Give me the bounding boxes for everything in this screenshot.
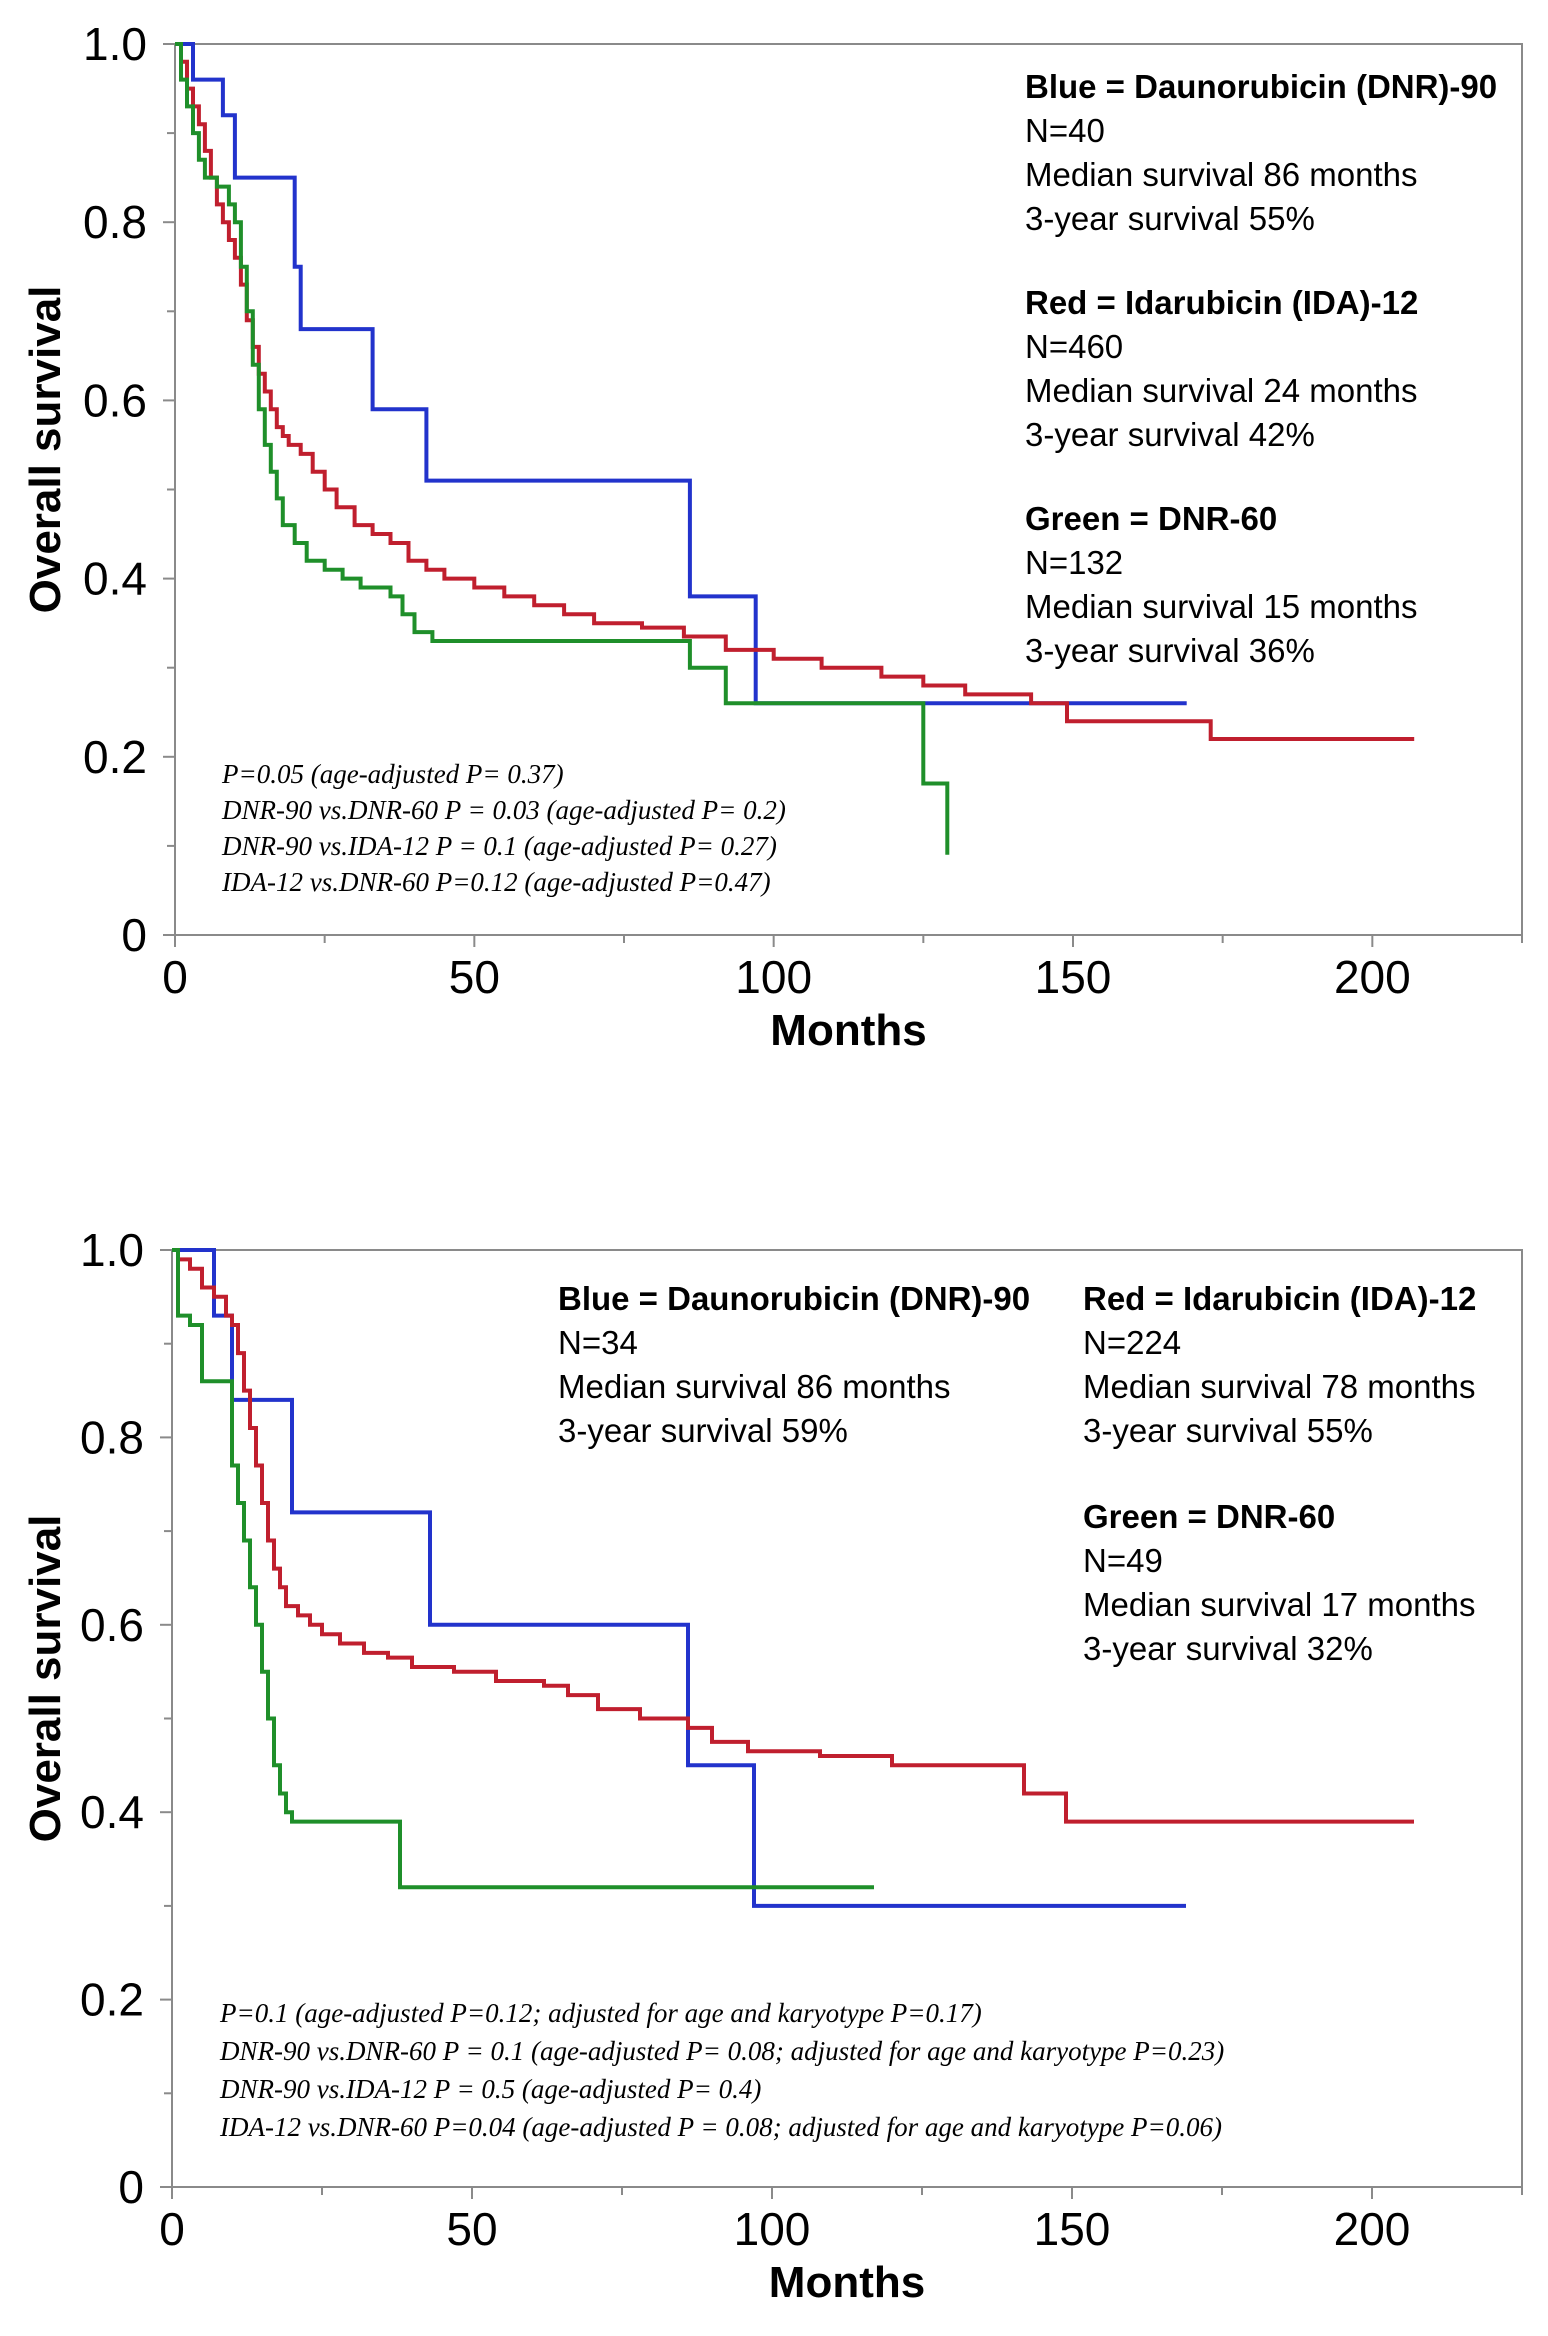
legend-line: N=460: [1025, 328, 1123, 365]
legend-line: Median survival 15 months: [1025, 588, 1418, 625]
y-tick-label: 0.6: [83, 374, 147, 426]
legend-line: 3-year survival 42%: [1025, 416, 1315, 453]
legend-line: N=34: [558, 1324, 638, 1361]
x-tick-label: 200: [1334, 951, 1411, 1003]
survival-curve-3: [172, 1248, 874, 1890]
x-tick-label: 50: [446, 2203, 497, 2255]
x-tick-label: 0: [162, 951, 188, 1003]
survival-curve-2: [175, 42, 1415, 741]
p-value-note: DNR-90 vs.DNR-60 P = 0.03 (age-adjusted …: [221, 795, 786, 825]
x-tick-label: 150: [1034, 2203, 1111, 2255]
y-tick-label: 1.0: [83, 18, 147, 70]
x-tick-label: 200: [1334, 2203, 1411, 2255]
legend-line: 3-year survival 32%: [1083, 1630, 1373, 1667]
legend-line: N=49: [1083, 1542, 1163, 1579]
legend-line: N=132: [1025, 544, 1123, 581]
y-tick-label: 0.8: [80, 1411, 144, 1463]
legend-line: N=40: [1025, 112, 1105, 149]
y-axis-title: Overall survival: [21, 1515, 70, 1843]
chart-1: 0 50 100 150 200 0 0.2 0.4 0.6 0.8 1.0 Months Overal…: [21, 18, 1523, 1055]
survival-curve-1: [172, 1248, 1186, 1908]
y-tick-label: 0: [118, 2161, 144, 2213]
p-value-note: DNR-90 vs.IDA-12 P = 0.5 (age-adjusted P…: [219, 2074, 761, 2104]
legend-line: Median survival 17 months: [1083, 1586, 1476, 1623]
y-tick-label: 0.2: [83, 731, 147, 783]
y-tick-label: 0.4: [83, 553, 147, 605]
survival-curve-3: [175, 42, 950, 855]
x-tick-label: 0: [159, 2203, 185, 2255]
legend-line: 3-year survival 36%: [1025, 632, 1315, 669]
legend-line: 3-year survival 55%: [1025, 200, 1315, 237]
y-tick-label: 0.8: [83, 196, 147, 248]
p-value-note: P=0.1 (age-adjusted P=0.12; adjusted for…: [219, 1998, 982, 2028]
chart-2: 0 50 100 150 200 0 0.2 0.4 0.6 0.8 1.0 Months Overal…: [21, 1224, 1523, 2307]
x-tick-label: 100: [734, 2203, 811, 2255]
legend-heading: Blue = Daunorubicin (DNR)-90: [558, 1280, 1030, 1317]
p-value-note: IDA-12 vs.DNR-60 P=0.04 (age-adjusted P …: [219, 2112, 1222, 2142]
legend-heading: Blue = Daunorubicin (DNR)-90: [1025, 68, 1497, 105]
p-value-note: DNR-90 vs.DNR-60 P = 0.1 (age-adjusted P…: [219, 2036, 1224, 2066]
x-tick-label: 100: [735, 951, 812, 1003]
x-axis-title: Months: [770, 1006, 926, 1055]
x-tick-label: 150: [1035, 951, 1112, 1003]
x-tick-label: 50: [449, 951, 500, 1003]
y-tick-label: 1.0: [80, 1224, 144, 1276]
legend-line: 3-year survival 55%: [1083, 1412, 1373, 1449]
legend-line: N=224: [1083, 1324, 1181, 1361]
legend-line: Median survival 86 months: [558, 1368, 951, 1405]
legend-heading: Green = DNR-60: [1025, 500, 1277, 537]
y-tick-label: 0: [121, 909, 147, 961]
p-value-note: DNR-90 vs.IDA-12 P = 0.1 (age-adjusted P…: [221, 831, 777, 861]
y-tick-label: 0.6: [80, 1599, 144, 1651]
legend-line: 3-year survival 59%: [558, 1412, 848, 1449]
legend-line: Median survival 78 months: [1083, 1368, 1476, 1405]
p-value-note: P=0.05 (age-adjusted P= 0.37): [221, 759, 564, 789]
y-axis-title: Overall survival: [21, 286, 70, 614]
legend-line: Median survival 24 months: [1025, 372, 1418, 409]
legend-heading: Red = Idarubicin (IDA)-12: [1025, 284, 1418, 321]
survival-curve-1: [175, 42, 1187, 706]
survival-curve-2: [172, 1248, 1414, 1824]
x-axis-title: Months: [769, 2258, 925, 2307]
legend-heading: Red = Idarubicin (IDA)-12: [1083, 1280, 1476, 1317]
legend-heading: Green = DNR-60: [1083, 1498, 1335, 1535]
legend-line: Median survival 86 months: [1025, 156, 1418, 193]
y-tick-label: 0.2: [80, 1974, 144, 2026]
p-value-note: IDA-12 vs.DNR-60 P=0.12 (age-adjusted P=…: [221, 867, 771, 897]
y-tick-label: 0.4: [80, 1786, 144, 1838]
